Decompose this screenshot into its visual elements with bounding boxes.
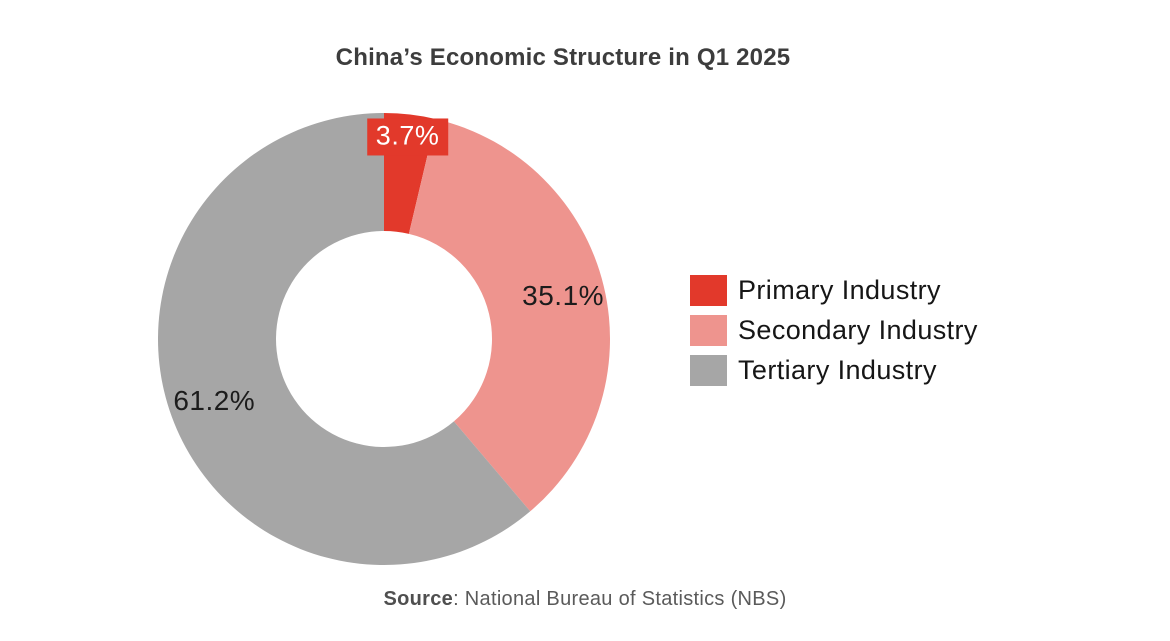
- legend: Primary Industry Secondary Industry Tert…: [690, 275, 978, 395]
- source-text: : National Bureau of Statistics (NBS): [453, 588, 787, 610]
- donut-chart: [158, 113, 610, 565]
- slice-label-secondary: 35.1%: [522, 279, 605, 311]
- legend-swatch-secondary-icon: [690, 315, 727, 346]
- donut-slice-secondary: [408, 119, 610, 512]
- legend-item-tertiary: Tertiary Industry: [690, 355, 978, 386]
- slice-label-primary: 3.7%: [366, 118, 449, 156]
- legend-item-secondary: Secondary Industry: [690, 315, 978, 346]
- legend-label-secondary: Secondary Industry: [738, 315, 978, 345]
- chart-title: China’s Economic Structure in Q1 2025: [335, 44, 791, 71]
- legend-label-tertiary: Tertiary Industry: [738, 355, 937, 385]
- legend-swatch-tertiary-icon: [690, 355, 727, 386]
- legend-label-primary: Primary Industry: [738, 275, 941, 305]
- slice-label-tertiary: 61.2%: [173, 385, 256, 417]
- legend-item-primary: Primary Industry: [690, 275, 978, 306]
- legend-swatch-primary-icon: [690, 275, 727, 306]
- source-label: Source: [383, 588, 454, 610]
- source-note: Source: National Bureau of Statistics (N…: [0, 588, 1170, 611]
- donut-slice-tertiary: [158, 113, 531, 565]
